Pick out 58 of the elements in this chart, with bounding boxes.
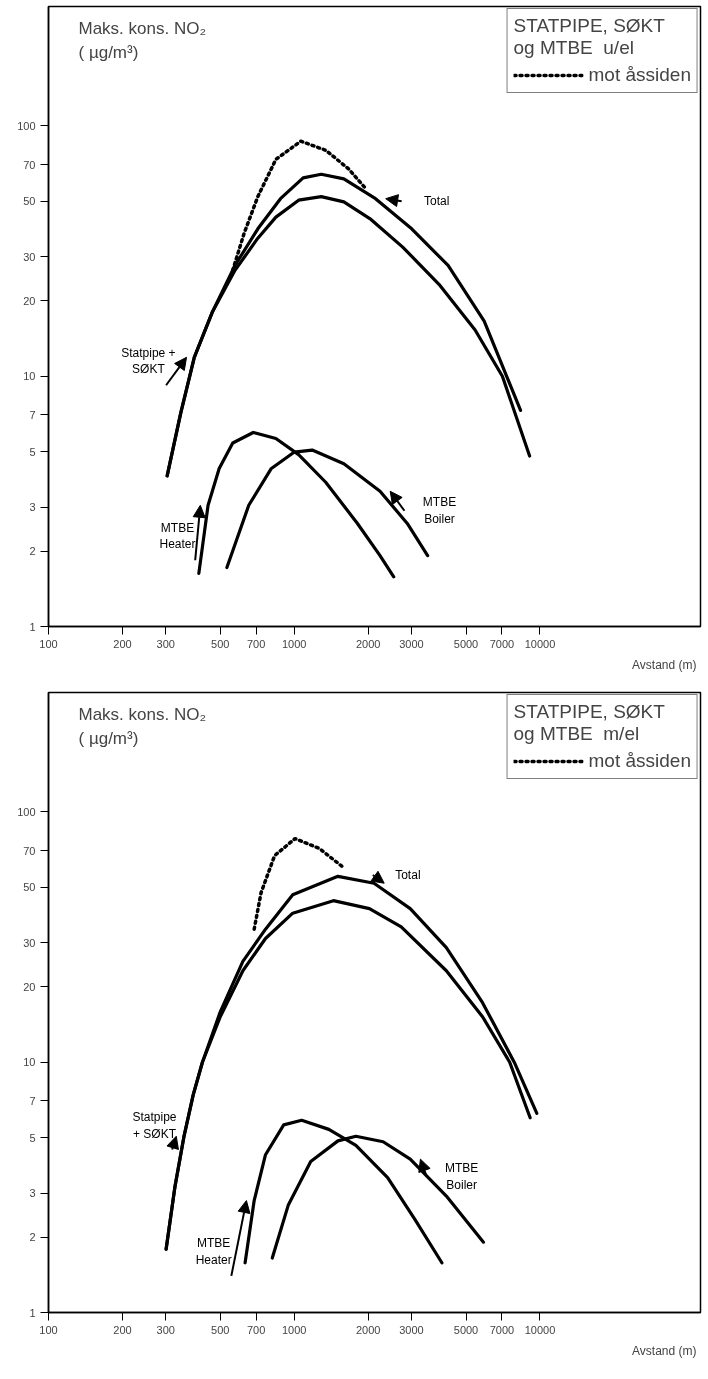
- x-tick-label: 7000: [489, 1323, 515, 1336]
- y-tick-label: 7: [29, 1094, 36, 1107]
- x-tick-label: 2000: [355, 1323, 381, 1336]
- x-tick-label: 3000: [399, 637, 424, 650]
- x-axis-title: Avstand (m): [632, 1343, 697, 1358]
- x-tick-label: 700: [247, 637, 266, 650]
- y-axis-title: Maks. kons. NO₂ ( µg/m³): [78, 18, 207, 62]
- y-tick-label: 30: [23, 250, 36, 263]
- x-tick-label: 700: [247, 1323, 266, 1336]
- y-tick-label: 5: [29, 445, 36, 458]
- y-tick-label: 30: [23, 936, 36, 949]
- x-axis-title: Avstand (m): [632, 657, 697, 672]
- y-tick-label: 3: [29, 501, 36, 514]
- y-tick-label: 1: [29, 620, 36, 633]
- y-tick-label: 2: [29, 545, 36, 558]
- y-tick-label: 10: [23, 370, 36, 383]
- y-tick-label: 50: [23, 195, 36, 208]
- series-label: MTBE Heater: [159, 520, 196, 552]
- legend-label: mot åssiden: [588, 750, 691, 772]
- legend-label: mot åssiden: [588, 64, 691, 86]
- y-tick-label: 1: [29, 1306, 36, 1319]
- x-tick-label: 100: [39, 637, 58, 650]
- legend-label: MTBE Boiler: [422, 495, 457, 527]
- legend-label: Total: [395, 867, 421, 882]
- series-label: Statpipe + SØKT: [121, 345, 176, 377]
- y-axis-title: Maks. kons. NO₂ ( µg/m³): [78, 704, 207, 748]
- y-tick-label: 70: [23, 844, 36, 857]
- y-tick-label: 20: [23, 980, 36, 993]
- x-tick-label: 500: [211, 637, 230, 650]
- x-tick-label: 200: [113, 637, 132, 650]
- x-tick-label: 300: [156, 1323, 175, 1336]
- x-tick-label: 1000: [282, 1323, 307, 1336]
- x-tick-label: 3000: [399, 1323, 424, 1336]
- x-tick-label: 5000: [453, 1323, 479, 1336]
- x-tick-label: 300: [156, 637, 175, 650]
- series-label: MTBE Heater: [195, 1236, 232, 1268]
- x-tick-label: 200: [113, 1323, 132, 1336]
- y-tick-label: 10: [23, 1056, 36, 1069]
- y-tick-label: 3: [29, 1187, 36, 1200]
- y-tick-label: 70: [23, 158, 36, 171]
- y-tick-label: 5: [29, 1131, 36, 1144]
- y-tick-label: 7: [29, 408, 36, 421]
- x-tick-label: 500: [211, 1323, 230, 1336]
- y-tick-label: 50: [23, 881, 36, 894]
- y-tick-label: 100: [17, 119, 36, 132]
- x-tick-label: 5000: [453, 637, 479, 650]
- x-tick-label: 100: [39, 1323, 58, 1336]
- x-tick-label: 7000: [489, 637, 515, 650]
- x-tick-label: 2000: [355, 637, 381, 650]
- legend-label: Total: [424, 194, 450, 209]
- x-tick-label: 1000: [282, 637, 307, 650]
- x-tick-label: 10000: [524, 1323, 556, 1336]
- y-tick-label: 2: [29, 1231, 36, 1244]
- series-label: Statpipe + SØKT: [132, 1109, 177, 1141]
- y-tick-label: 20: [23, 294, 36, 307]
- x-tick-label: 10000: [524, 637, 556, 650]
- y-tick-label: 100: [17, 805, 36, 818]
- legend-label: MTBE Boiler: [444, 1160, 479, 1192]
